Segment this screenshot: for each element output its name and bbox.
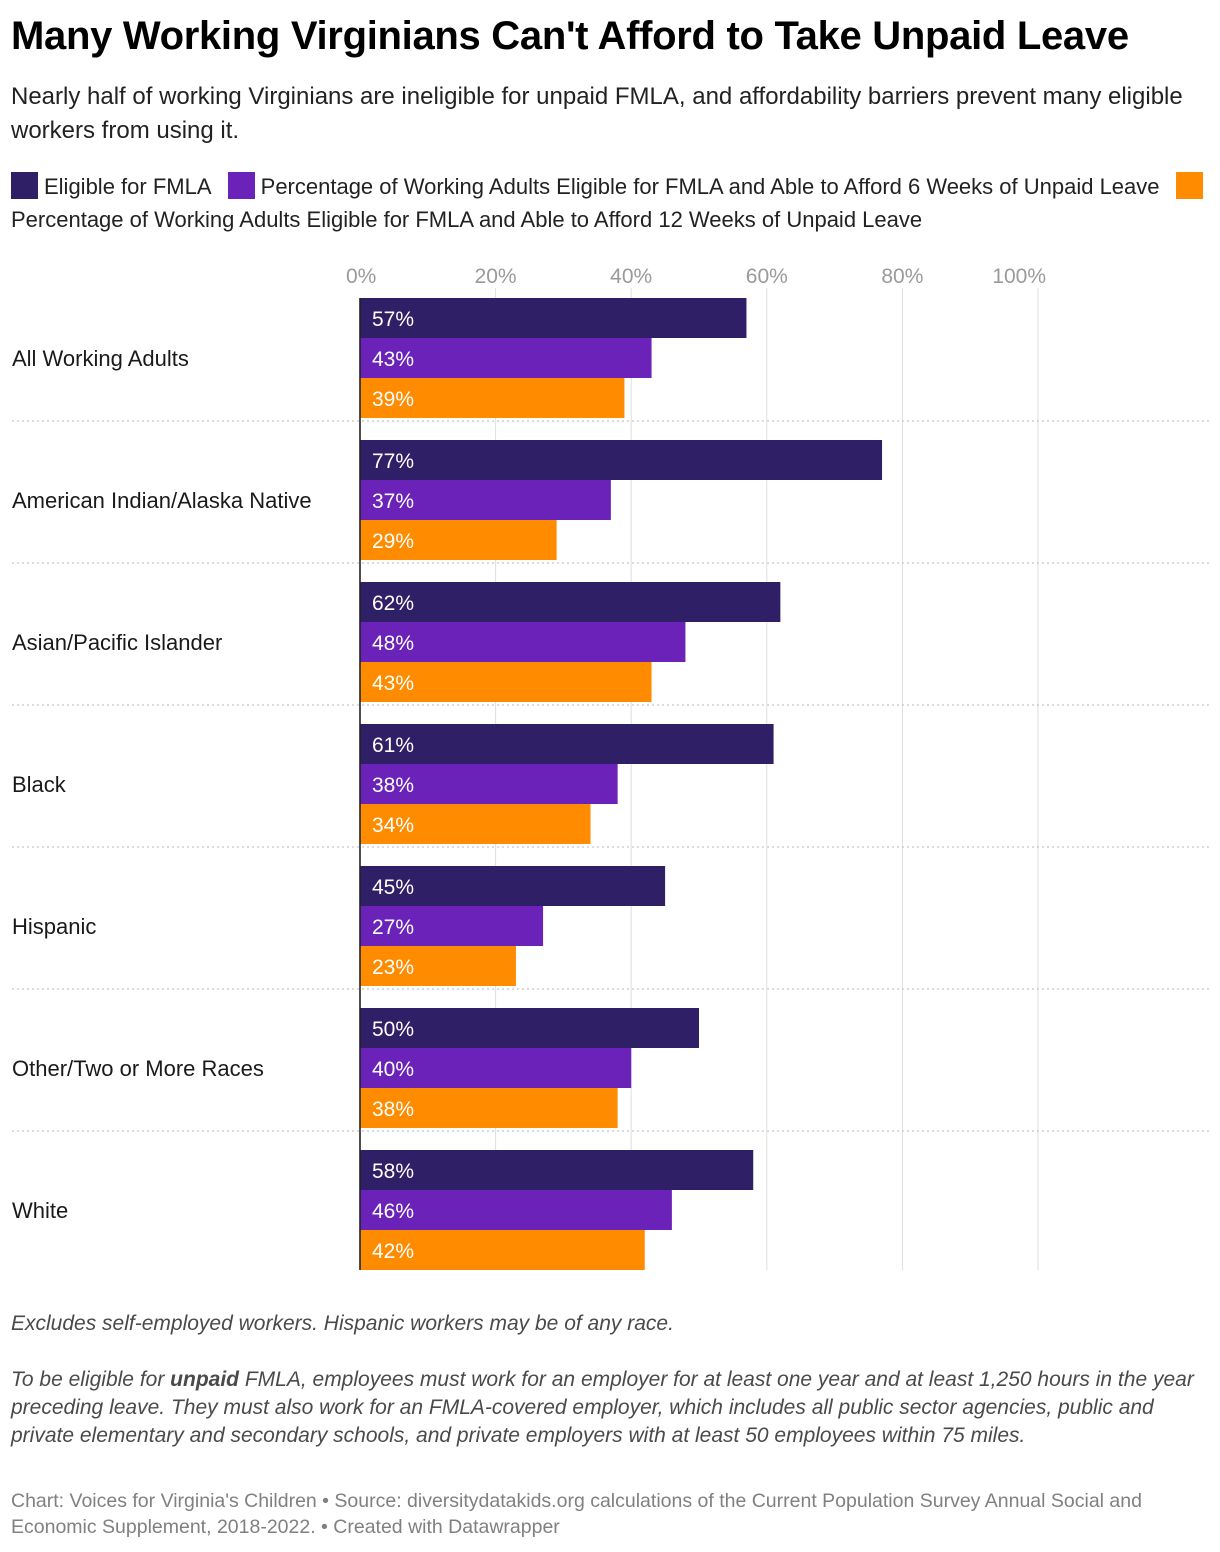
bar-value-label: 38% [372, 774, 414, 797]
x-tick-label-80: 80% [881, 265, 923, 288]
category-label: Black [12, 772, 67, 797]
bar-value-label: 46% [372, 1200, 414, 1223]
x-tick-label-40: 40% [610, 265, 652, 288]
bar [360, 338, 652, 378]
bar-value-label: 29% [372, 530, 414, 553]
footnote-eligibility-start: To be eligible for [11, 1368, 171, 1391]
footnote-exclusions: Excludes self-employed workers. Hispanic… [11, 1312, 674, 1335]
legend-swatch-12-weeks [1175, 172, 1203, 199]
footnote-eligibility: To be eligible for unpaid FMLA, employee… [11, 1366, 1206, 1450]
bar-value-label: 50% [372, 1018, 414, 1041]
bar [360, 1190, 672, 1230]
bar [360, 1150, 754, 1190]
bar [360, 1048, 632, 1088]
category-label: Asian/Pacific Islander [12, 630, 222, 655]
bar-value-label: 43% [372, 348, 414, 371]
category-label: Hispanic [12, 914, 96, 939]
bar [360, 298, 747, 338]
bar-value-label: 43% [372, 672, 414, 695]
category-label: White [12, 1198, 68, 1223]
bar-value-label: 48% [372, 632, 414, 655]
category-label: All Working Adults [12, 346, 189, 371]
legend-item-6-weeks: Percentage of Working Adults Eligible fo… [227, 172, 1160, 199]
x-tick-label-100: 100% [992, 265, 1046, 288]
x-tick-label-0: 0% [346, 265, 376, 288]
bar [360, 946, 516, 986]
legend-label-12-weeks: Percentage of Working Adults Eligible fo… [11, 207, 923, 232]
bar [360, 724, 774, 764]
bar [360, 1008, 699, 1048]
bar [360, 480, 611, 520]
bar-value-label: 40% [372, 1058, 414, 1081]
bar [360, 520, 557, 560]
footnote-eligibility-bold: unpaid [170, 1368, 239, 1391]
bar [360, 866, 666, 906]
category-label: Other/Two or More Races [12, 1056, 264, 1081]
legend-label-6-weeks: Percentage of Working Adults Eligible fo… [260, 174, 1160, 199]
bar [360, 1230, 645, 1270]
legend-item-12-weeks: Percentage of Working Adults Eligible fo… [11, 172, 1209, 232]
bar-value-label: 45% [372, 876, 414, 899]
bar-value-label: 61% [372, 734, 414, 757]
legend-label-eligible: Eligible for FMLA [44, 174, 212, 199]
chart-credit: Chart: Voices for Virginia's Children • … [11, 1490, 1142, 1538]
bar [360, 1088, 618, 1128]
chart-subtitle: Nearly half of working Virginians are in… [11, 83, 1183, 144]
bar [360, 662, 652, 702]
bar [360, 378, 625, 418]
bar-value-label: 23% [372, 956, 414, 979]
bar-value-label: 58% [372, 1160, 414, 1183]
bar-value-label: 42% [372, 1240, 414, 1263]
bar-value-label: 62% [372, 592, 414, 615]
bar-value-label: 27% [372, 916, 414, 939]
legend: Eligible for FMLA Percentage of Working … [11, 170, 1211, 236]
legend-item-eligible: Eligible for FMLA [11, 172, 212, 199]
x-tick-label-60: 60% [746, 265, 788, 288]
bar-value-label: 37% [372, 490, 414, 513]
bar-value-label: 77% [372, 450, 414, 473]
bar [360, 440, 883, 480]
legend-swatch-eligible [11, 172, 38, 199]
bar-value-label: 34% [372, 814, 414, 837]
category-label: American Indian/Alaska Native [12, 488, 312, 513]
bar [360, 582, 781, 622]
bar [360, 764, 618, 804]
x-tick-label-20: 20% [475, 265, 517, 288]
bar-value-label: 57% [372, 308, 414, 331]
bar-value-label: 39% [372, 388, 414, 411]
bar [360, 622, 686, 662]
bar-value-label: 38% [372, 1098, 414, 1121]
footnote-eligibility-rest: FMLA, employees must work for an employe… [11, 1368, 1194, 1447]
chart-title: Many Working Virginians Can't Afford to … [11, 14, 1129, 58]
bar [360, 906, 544, 946]
bar-chart: 0% 20% 40% 60% 80% 100% 57% 43% 39% All Working A… [12, 265, 1210, 1270]
bar [360, 804, 591, 844]
legend-swatch-6-weeks [227, 172, 255, 199]
